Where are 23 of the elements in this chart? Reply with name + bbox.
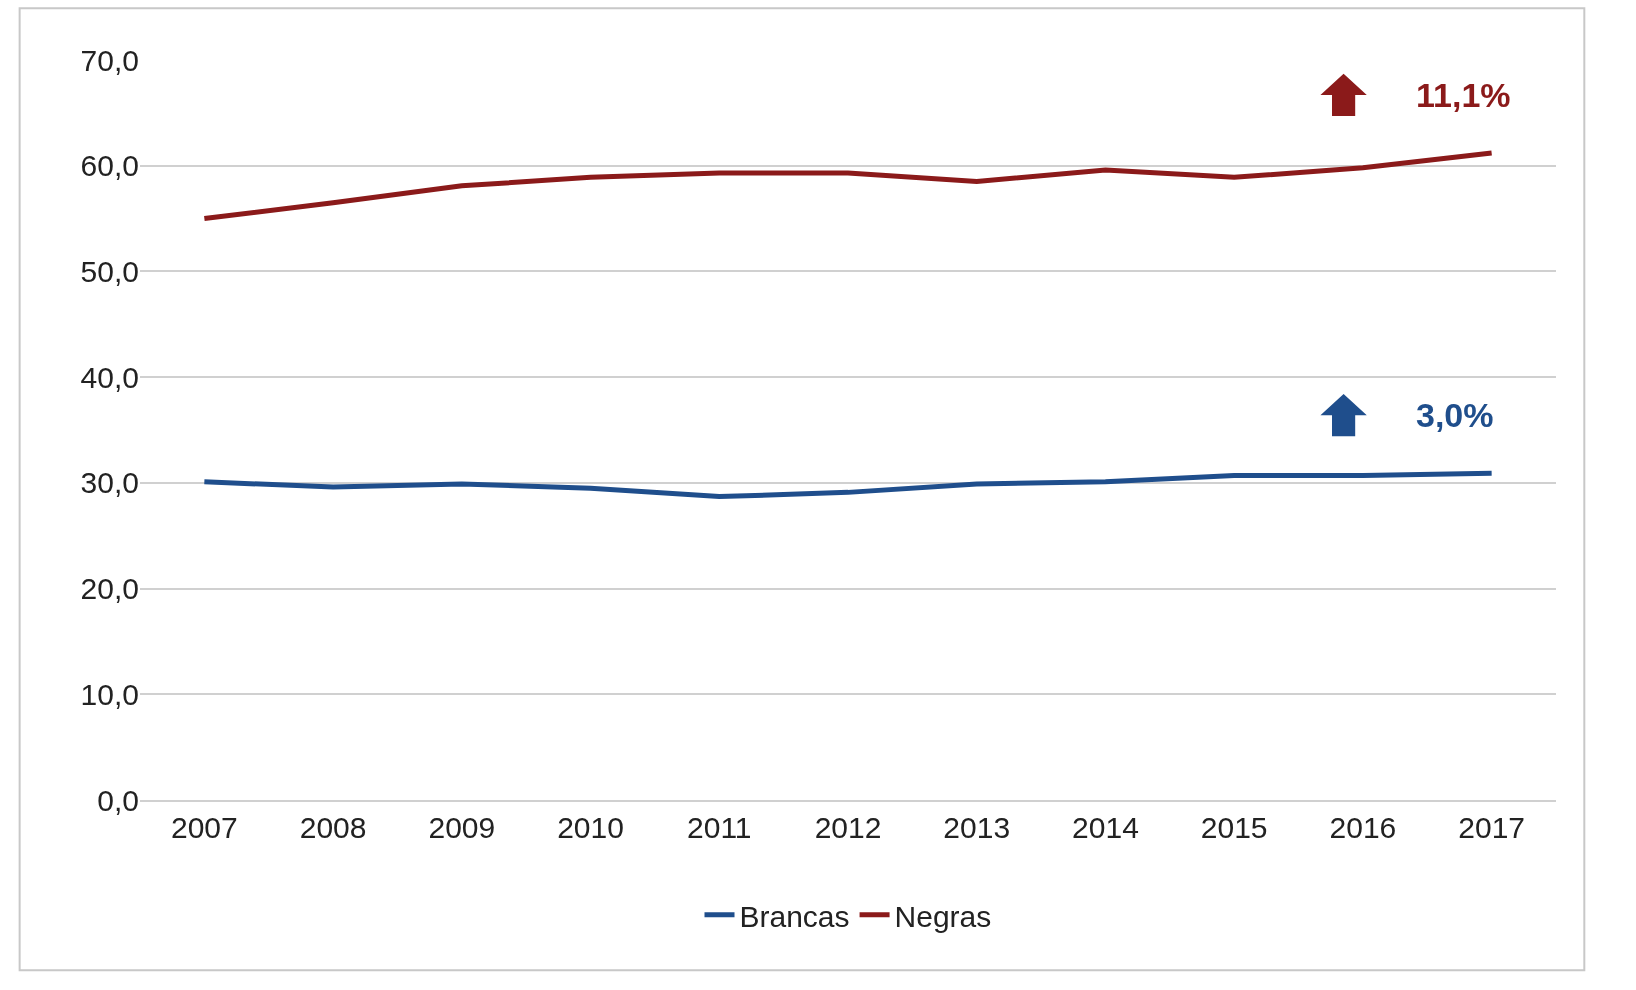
y-tick-label: 0,0 xyxy=(97,783,139,817)
x-tick-label: 2007 xyxy=(170,811,238,844)
legend-label: Negras xyxy=(894,899,992,933)
x-tick-label: 2010 xyxy=(557,811,624,844)
x-tick-label: 2009 xyxy=(428,811,496,844)
x-tick-label: 2016 xyxy=(1329,811,1397,844)
x-tick-label: 2011 xyxy=(687,811,752,844)
x-tick-label: 2013 xyxy=(943,811,1011,844)
y-tick-label: 30,0 xyxy=(80,466,139,500)
x-tick-label: 2008 xyxy=(299,811,367,844)
x-tick-label: 2017 xyxy=(1458,811,1526,844)
y-tick-label: 20,0 xyxy=(80,572,139,606)
x-tick-label: 2015 xyxy=(1200,811,1268,844)
y-tick-label: 50,0 xyxy=(80,254,139,288)
y-tick-label: 10,0 xyxy=(80,677,139,711)
y-tick-label: 60,0 xyxy=(80,149,139,183)
y-tick-label: 70,0 xyxy=(80,43,139,77)
x-tick-label: 2012 xyxy=(814,811,882,844)
annotation: 11,1% xyxy=(1416,76,1511,114)
legend-label: Brancas xyxy=(739,899,850,933)
y-tick-label: 40,0 xyxy=(80,360,139,394)
x-tick-label: 2014 xyxy=(1072,811,1139,844)
annotation: 3,0% xyxy=(1416,396,1494,434)
